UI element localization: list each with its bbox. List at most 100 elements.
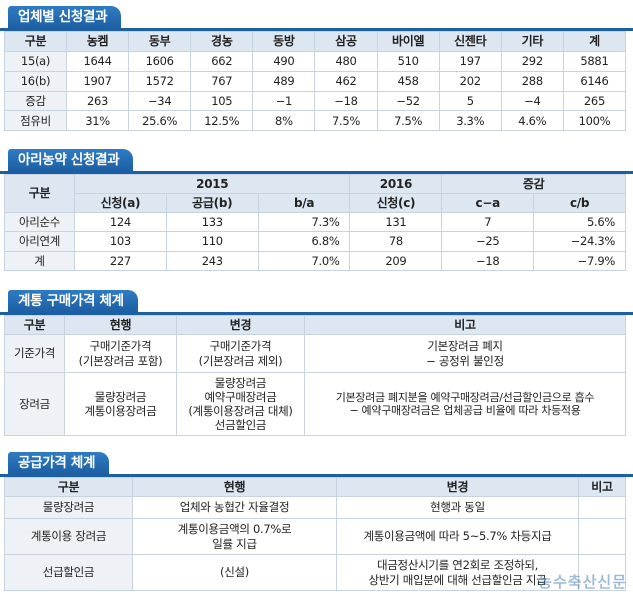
cell-line: 일률 지급 (212, 536, 257, 551)
row-label: 15(a) (4, 51, 67, 72)
row-label: 증감 (4, 90, 67, 112)
table-cell: 78 (349, 231, 443, 252)
table-cell: −34 (128, 90, 192, 112)
cell-line: 대금정산시기를 연2회로 조정하되, (376, 558, 538, 573)
table-cell: −24.3% (533, 231, 626, 252)
table-row: 계통이용 장려금 계통이용금액의 0.7%로 일률 지급 계통이용금액에 따라 … (4, 518, 626, 555)
section-rule (0, 28, 633, 31)
purchase-price-table: 구분 현행 변경 비고 기준가격 구매기준가격 (기본장려금 포함) 구매기준가… (4, 315, 626, 436)
section-rule (0, 312, 633, 315)
table-cell: 265 (562, 90, 627, 112)
row-label: 물량장려금 (4, 496, 133, 519)
table-cell: 103 (74, 231, 167, 252)
section-rule (0, 474, 633, 477)
table-cell: 263 (65, 90, 130, 112)
row-label: 기준가격 (4, 334, 65, 373)
table-cell: 227 (74, 250, 167, 272)
table-cell: 6146 (562, 70, 627, 92)
table-cell: 기본장려금 폐지분을 예약구매장려금/선급할인금으로 흡수 − 예약구매장려금은… (304, 372, 626, 436)
cell-line: 계통이용금액에 따라 5~5.7% 차등지급 (363, 529, 552, 544)
table-cell: 5.6% (533, 211, 626, 233)
cell-line: 예약구매장려금 (204, 389, 277, 404)
table-cell: 7.5% (314, 110, 378, 131)
table-cell: 462 (314, 70, 378, 92)
table-cell: 1606 (128, 51, 192, 72)
table-row: 장려금 물량장려금 계통이용장려금 물량장려금 예약구매장려금 (계통이용장려금… (4, 372, 626, 436)
table-cell: 202 (438, 70, 502, 92)
cell-line: 기본장려금 폐지 (427, 339, 503, 354)
table-cell: 계통이용금액에 따라 5~5.7% 차등지급 (336, 518, 579, 555)
table-cell: −4 (500, 90, 564, 112)
cell-line: 업체와 농협간 자율결정 (179, 500, 290, 515)
table-cell: −7.9% (533, 250, 626, 272)
table-cell: −25 (441, 231, 535, 252)
table-row: 15(a) 1644 1606 662 490 480 510 197 292 … (4, 51, 627, 72)
row-label: 점유비 (4, 110, 67, 131)
table-cell: 5 (438, 90, 502, 112)
table-cell: 12.5% (190, 110, 254, 131)
table-cell: 31% (65, 110, 130, 131)
table-cell: 업체와 농협간 자율결정 (132, 496, 337, 519)
supply-price-table: 구분 현행 변경 비고 물량장려금 업체와 농협간 자율결정 현행과 동일 계통… (4, 477, 626, 591)
section-title-company-results: 업체별 신청결과 (8, 6, 122, 28)
table-cell: 기본장려금 폐지 − 공정위 불인정 (304, 334, 626, 373)
table-row: 아리연계 103 110 6.8% 78 −25 −24.3% (4, 231, 626, 252)
table-cell: 7 (441, 211, 535, 233)
cell-line: 물량장려금 (214, 375, 267, 390)
table-cell: 7.0% (257, 250, 351, 272)
row-label: 계 (4, 250, 75, 272)
table-cell: 209 (349, 250, 443, 272)
section-title-purchase-price: 계통 구매가격 체계 (8, 290, 138, 312)
col-header: 신젠타 (438, 31, 502, 52)
table-cell: 계통이용금액의 0.7%로 일률 지급 (132, 518, 337, 555)
table-cell: 510 (376, 51, 440, 72)
table-row: 물량장려금 업체와 농협간 자율결정 현행과 동일 (4, 496, 626, 519)
table-row: 증감 263 −34 105 −1 −18 −52 5 −4 265 (4, 90, 627, 112)
row-label: 선급할인금 (4, 554, 133, 591)
col-header-group: 증감 (441, 174, 626, 194)
col-header: 구분 (4, 174, 75, 213)
table-cell: 243 (165, 250, 259, 272)
table-row: 점유비 31% 25.6% 12.5% 8% 7.5% 7.5% 3.3% 4.… (4, 110, 627, 131)
col-header: 삼공 (314, 31, 378, 52)
table-cell: 100% (562, 110, 627, 131)
table-cell: 124 (74, 211, 167, 233)
table-cell: −18 (314, 90, 378, 112)
col-header: 신청(a) (74, 193, 167, 213)
table-row: 아리순수 124 133 7.3% 131 7 5.6% (4, 211, 626, 233)
col-header: 기타 (500, 31, 564, 52)
col-header-group: 2016 (349, 174, 443, 194)
table-cell: 288 (500, 70, 564, 92)
cell-line: 구매기준가격 (209, 339, 272, 354)
table-cell (578, 554, 626, 591)
table-cell: 489 (252, 70, 316, 92)
cell-line: (계통이용장려금 대체) (188, 404, 293, 418)
table-cell: 131 (349, 211, 443, 233)
table-cell (578, 518, 626, 555)
row-label: 아리순수 (4, 211, 75, 233)
table-cell: 3.3% (438, 110, 502, 131)
col-header: 바이엘 (376, 31, 440, 52)
col-header: 동부 (128, 31, 192, 52)
table-cell: 구매기준가격 (기본장려금 포함) (64, 334, 177, 373)
table-row: 계 227 243 7.0% 209 −18 −7.9% (4, 250, 626, 272)
table-cell: 105 (190, 90, 254, 112)
table-cell: 8% (252, 110, 316, 131)
table-cell: 110 (165, 231, 259, 252)
table-cell: 458 (376, 70, 440, 92)
col-header-group: 2015 (73, 174, 351, 194)
col-header: 계 (562, 31, 627, 52)
table-row: 선급할인금 (신설) 대금정산시기를 연2회로 조정하되, 상반기 매입분에 대… (4, 554, 626, 591)
table-cell: 490 (252, 51, 316, 72)
watermark: 농수축산신문 (538, 573, 627, 591)
table-cell: 133 (165, 211, 259, 233)
table-cell: 4.6% (500, 110, 564, 131)
table-cell: 물량장려금 계통이용장려금 (64, 372, 177, 436)
cell-line: 구매기준가격 (89, 339, 152, 354)
col-header: 경농 (190, 31, 254, 52)
col-header: c−a (441, 193, 535, 213)
col-header: c/b (533, 193, 626, 213)
col-header: 비고 (304, 315, 626, 335)
table-row: 16(b) 1907 1572 767 489 462 458 202 288 … (4, 70, 627, 92)
cell-line: 기본장려금 폐지분을 예약구매장려금/선급할인금으로 흡수 (335, 390, 595, 404)
